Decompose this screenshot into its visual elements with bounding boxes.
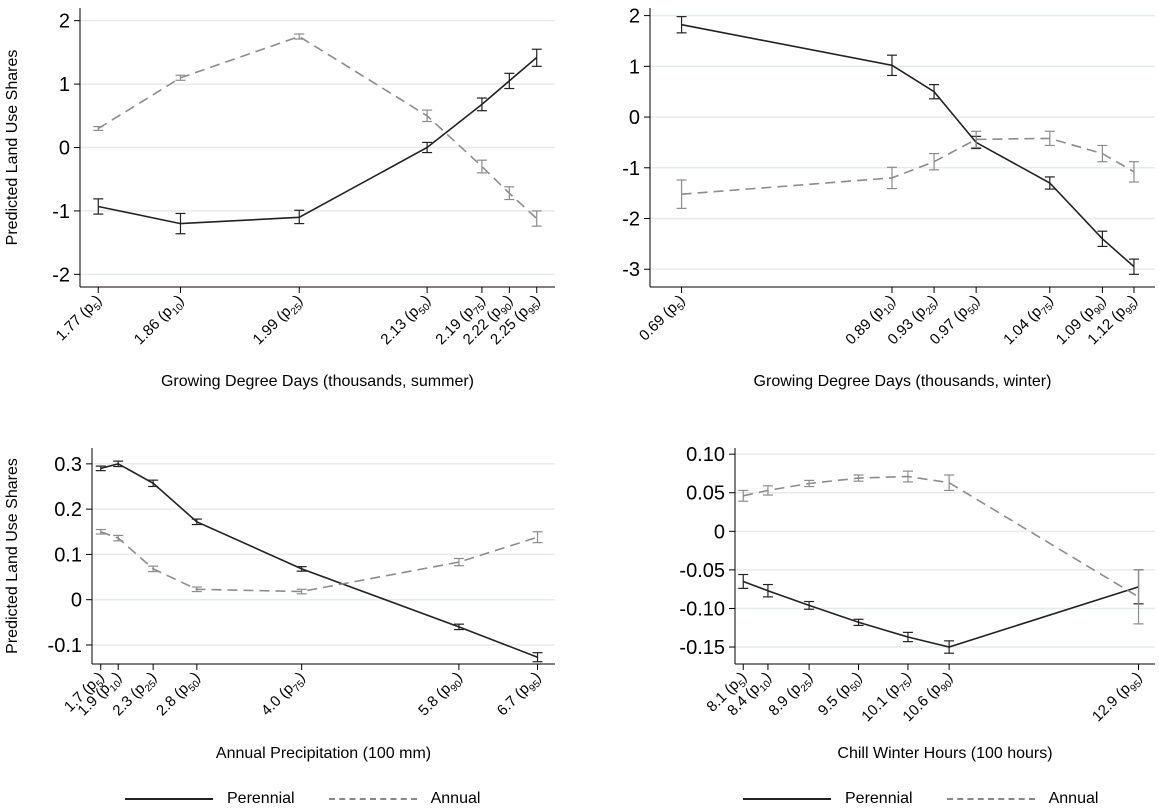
x-tick-label: 1.86 (p10) — [131, 292, 190, 351]
y-tick-label: 2 — [629, 6, 640, 28]
y-tick-label: 2 — [59, 11, 70, 33]
x-tick-label: 1.04 (p75) — [1000, 292, 1059, 351]
x-axis-title: Annual Precipitation (100 mm) — [216, 745, 431, 762]
legend-item-annual: Annual — [328, 790, 481, 808]
series-line-perennial — [681, 23, 1135, 268]
y-tick-label: -1 — [622, 158, 640, 180]
series-line-annual — [681, 137, 1135, 195]
x-tick-label: 8.9 (p25) — [765, 669, 818, 722]
chart-panel-4: 0.100.050-0.05-0.10-0.158.1 (p5)8.4 (p10… — [679, 444, 1155, 762]
series-line-perennial — [98, 56, 538, 225]
series-line-perennial — [742, 580, 1139, 648]
legend-label-perennial: Perennial — [845, 790, 913, 807]
x-tick-label: 2.13 (p50) — [377, 292, 436, 351]
legend-right: Perennial Annual — [743, 787, 1132, 811]
legend-label-annual: Annual — [430, 790, 481, 807]
x-tick-label: 2.8 (p50) — [153, 669, 206, 722]
y-tick-label: 0.3 — [54, 454, 82, 476]
y-tick-label: -1 — [52, 201, 70, 223]
legend-label-perennial: Perennial — [227, 790, 295, 807]
series-line-annual — [743, 475, 1139, 598]
series-line-perennial — [100, 462, 538, 658]
x-axis-title: Growing Degree Days (thousands, winter) — [754, 373, 1052, 390]
y-tick-label: -3 — [622, 259, 640, 281]
y-tick-label: 0 — [629, 107, 640, 129]
y-tick-label: 0 — [59, 138, 70, 160]
y-tick-label: -0.1 — [48, 635, 82, 657]
legend-item-perennial: Perennial — [743, 790, 913, 808]
y-tick-label: -0.05 — [679, 560, 725, 582]
x-axis-title: Growing Degree Days (thousands, summer) — [161, 373, 474, 390]
x-tick-label: 5.8 (p90) — [415, 669, 468, 722]
series-line-annual — [97, 35, 538, 220]
legend-label-annual: Annual — [1048, 790, 1099, 807]
y-tick-label: 0 — [71, 590, 82, 612]
x-tick-label: 1.77 (p5) — [53, 292, 108, 347]
x-axis-title: Chill Winter Hours (100 hours) — [837, 745, 1052, 762]
y-tick-label: -2 — [622, 209, 640, 231]
x-tick-label: 1.99 (p25) — [250, 292, 309, 351]
legend-left: Perennial Annual — [125, 787, 514, 811]
y-tick-label: -0.10 — [679, 598, 725, 620]
legend-swatch-perennial — [125, 798, 213, 800]
y-tick-label: 1 — [59, 74, 70, 96]
y-tick-label: 0.05 — [686, 483, 725, 505]
x-tick-label: 4.0 (p75) — [258, 669, 311, 722]
legend-swatch-annual — [946, 798, 1035, 800]
y-tick-label: 0 — [714, 521, 725, 543]
x-tick-label: 0.69 (p5) — [636, 292, 691, 347]
y-tick-label: 0.2 — [54, 499, 82, 521]
legend-swatch-perennial — [743, 798, 831, 800]
x-tick-label: 12.9 (p95) — [1089, 669, 1148, 728]
legend-item-annual: Annual — [946, 790, 1099, 808]
y-tick-label: 0.1 — [54, 544, 82, 566]
y-axis-title: Predicted Land Use Shares — [4, 458, 21, 654]
legend-swatch-annual — [328, 798, 417, 800]
x-tick-label: 1.12 (p95) — [1084, 292, 1143, 351]
legend-item-perennial: Perennial — [125, 790, 295, 808]
x-tick-label: 6.7 (p95) — [494, 669, 547, 722]
y-tick-label: -0.15 — [679, 637, 725, 659]
series-line-annual — [100, 531, 538, 593]
y-tick-label: -2 — [52, 264, 70, 286]
chart-panel-2: 210-1-2-30.69 (p5)0.89 (p10)0.93 (p25)0.… — [622, 6, 1155, 390]
chart-panel-3: 0.30.20.10-0.11.7 (p5)1.9 (p10)2.3 (p25)… — [4, 448, 555, 762]
y-tick-label: 0.10 — [686, 444, 725, 466]
chart-panel-1: 2 1 0 -1 -2 1.77 (p5) 1.86 (p10) 1.99 (p25) 2.13… — [4, 8, 555, 390]
y-tick-label: 1 — [629, 56, 640, 78]
y-axis-title: Predicted Land Use Shares — [4, 50, 21, 246]
